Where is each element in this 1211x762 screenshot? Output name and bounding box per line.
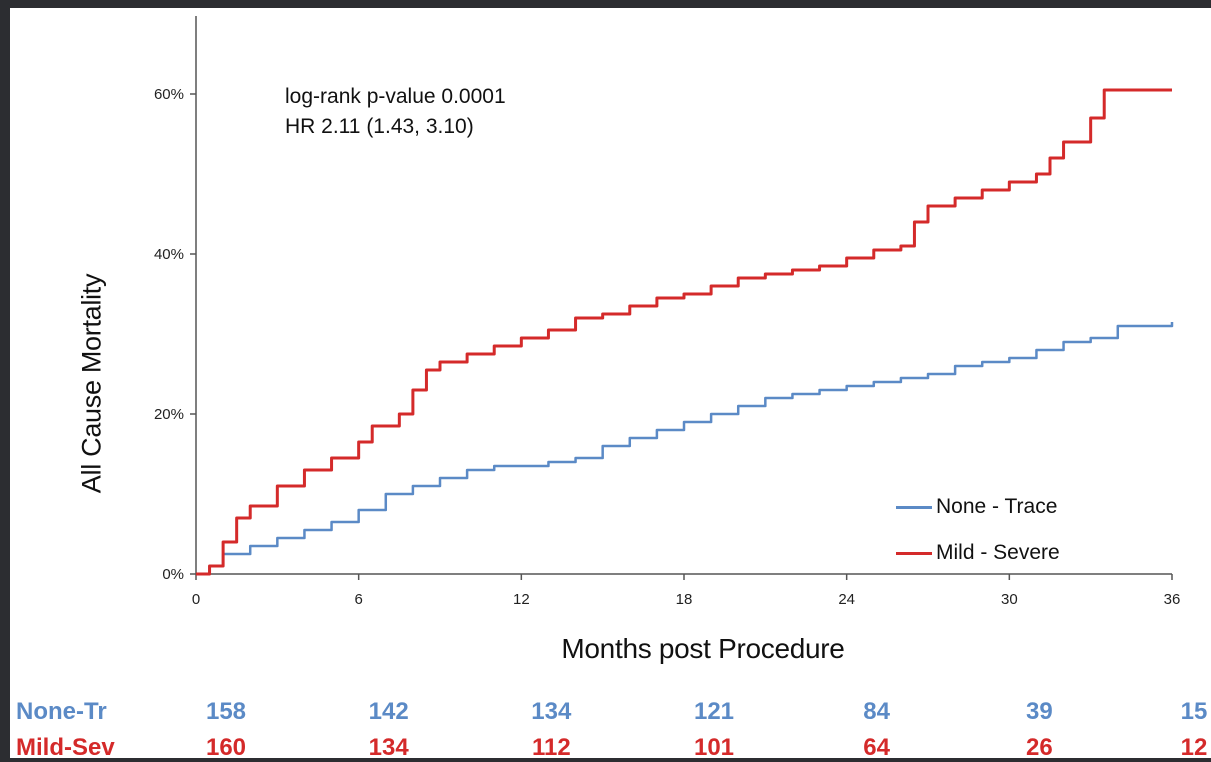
risk-count: 15 xyxy=(1180,698,1208,725)
y-tick-label-1: 20% xyxy=(154,406,184,423)
risk-count: 101 xyxy=(693,734,735,761)
legend-label-none-trace: None - Trace xyxy=(936,495,1058,518)
risk-count: 12 xyxy=(1180,734,1208,761)
risk-count: 84 xyxy=(863,698,891,725)
chart-panel: 0% 20% 40% 60% 0 6 12 18 24 30 36 All Cause Mortal… xyxy=(10,8,1211,761)
legend-item-none-trace: None - Trace xyxy=(896,484,1060,530)
x-tick-label-5: 30 xyxy=(1001,591,1018,608)
risk-count: 39 xyxy=(1025,698,1053,725)
legend-swatch-mild-severe xyxy=(896,551,932,555)
y-tick-label-0: 0% xyxy=(162,566,184,583)
y-tick-label-2: 40% xyxy=(154,246,184,263)
risk-count: 134 xyxy=(531,698,572,725)
risk-count: 134 xyxy=(368,734,409,761)
series-line-mild-severe xyxy=(196,88,1172,576)
chart-plot: 0% 20% 40% 60% 0 6 12 18 24 30 36 xyxy=(154,16,1181,608)
x-tick-label-1: 6 xyxy=(354,591,362,608)
risk-row-label: Mild-Sev xyxy=(16,734,115,761)
risk-count: 112 xyxy=(531,734,571,761)
legend-label-mild-severe: Mild - Severe xyxy=(936,541,1060,564)
x-tick-label-0: 0 xyxy=(192,591,200,608)
x-tick-label-4: 24 xyxy=(838,591,855,608)
x-tick-label-3: 18 xyxy=(676,591,693,608)
legend-swatch-none-trace xyxy=(896,505,932,509)
y-axis-label: All Cause Mortality xyxy=(76,273,107,494)
risk-count: 26 xyxy=(1025,734,1053,761)
risk-count: 142 xyxy=(368,698,409,725)
y-tick-label-3: 60% xyxy=(154,86,184,103)
x-axis-label: Months post Procedure xyxy=(561,633,845,664)
logrank-annotation: log-rank p-value 0.0001 xyxy=(285,85,506,108)
risk-count: 121 xyxy=(693,698,735,725)
stats-annotation: log-rank p-value 0.0001 HR 2.11 (1.43, 3… xyxy=(285,82,506,142)
risk-row-label: None-Tr xyxy=(16,698,107,725)
legend: None - Trace Mild - Severe xyxy=(896,484,1060,576)
risk-count: 158 xyxy=(205,698,247,725)
x-tick-label-6: 36 xyxy=(1164,591,1181,608)
x-tick-label-2: 12 xyxy=(513,591,530,608)
risk-count: 160 xyxy=(205,734,247,761)
hazard-ratio-annotation: HR 2.11 (1.43, 3.10) xyxy=(285,115,474,138)
risk-count: 64 xyxy=(863,734,891,761)
legend-item-mild-severe: Mild - Severe xyxy=(896,530,1060,576)
series-line-none-trace xyxy=(196,322,1174,576)
